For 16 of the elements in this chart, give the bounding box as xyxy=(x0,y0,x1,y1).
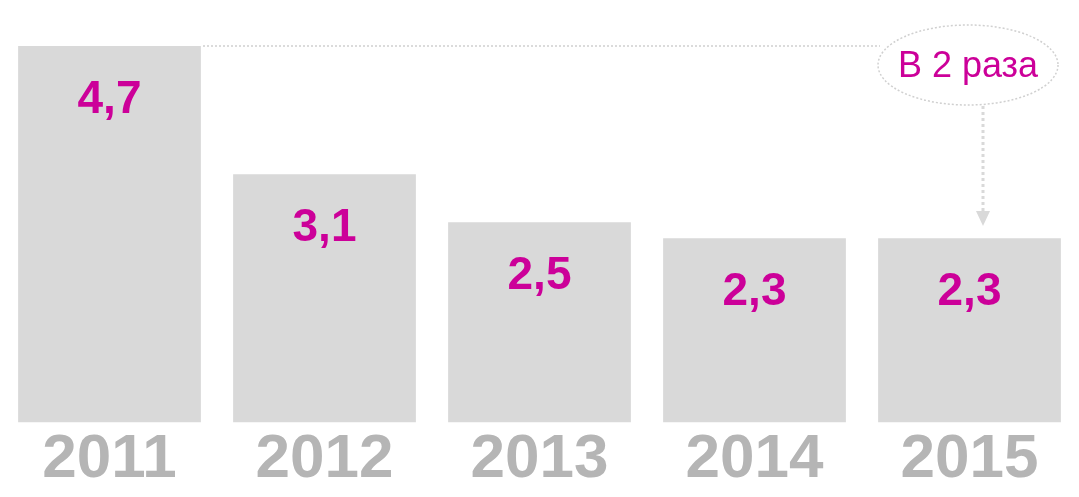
bar xyxy=(663,238,846,423)
x-tick-label: 2011 xyxy=(42,420,177,490)
bar xyxy=(233,174,416,423)
data-label: 2,3 xyxy=(937,262,1002,315)
x-tick-label: 2013 xyxy=(470,420,609,490)
data-label: 2,5 xyxy=(507,246,572,299)
x-tick-label: 2012 xyxy=(255,420,394,490)
x-tick-label: 2014 xyxy=(685,420,824,490)
data-label: 3,1 xyxy=(292,198,357,251)
bar xyxy=(878,238,1061,423)
x-tick-label: 2015 xyxy=(900,420,1039,490)
bar xyxy=(18,46,201,423)
data-label: 4,7 xyxy=(77,70,142,123)
bar xyxy=(448,222,631,423)
annotation: В 2 раза xyxy=(880,26,1056,104)
data-label: 2,3 xyxy=(722,262,787,315)
